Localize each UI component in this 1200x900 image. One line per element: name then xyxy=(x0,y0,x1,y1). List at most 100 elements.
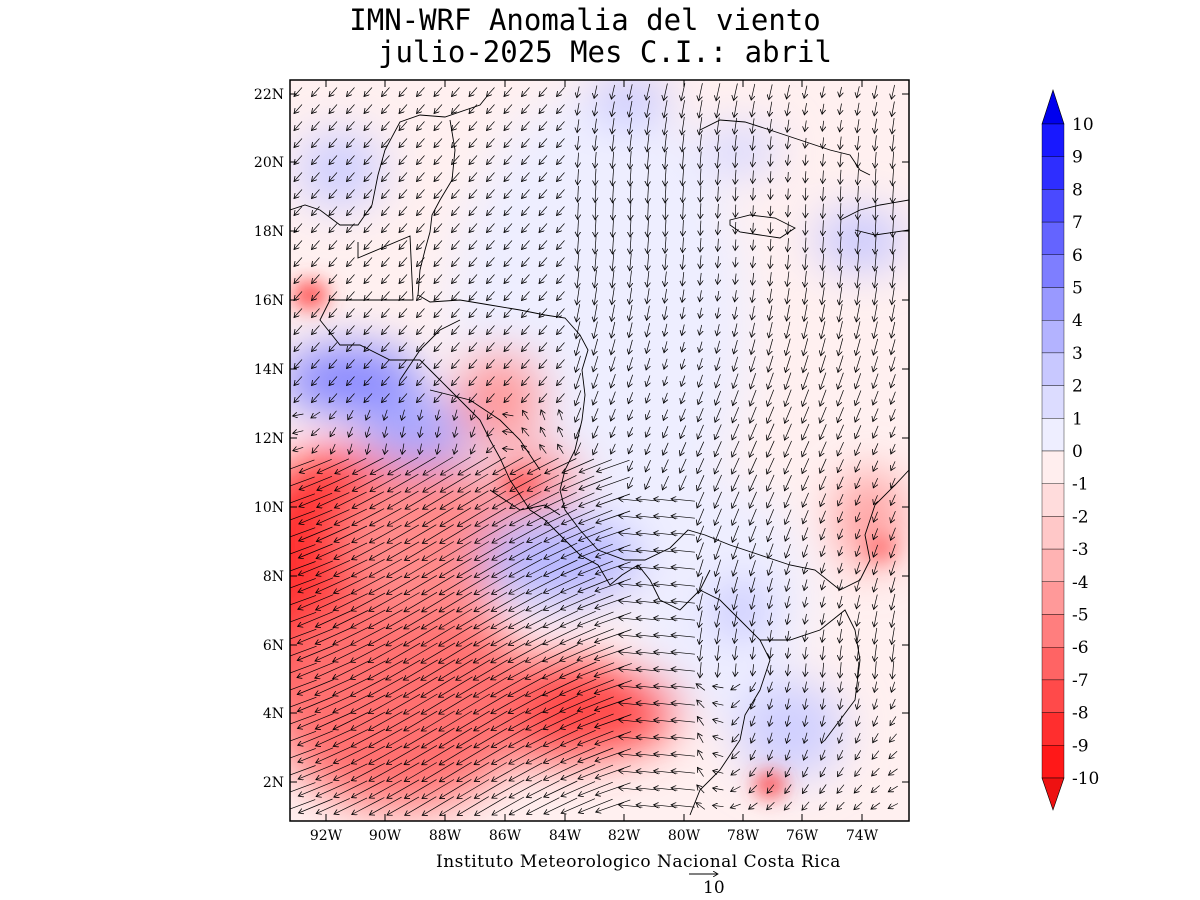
wind-vector xyxy=(452,121,460,131)
wind-vector xyxy=(630,270,632,288)
wind-vector xyxy=(539,104,548,114)
wind-vector xyxy=(504,308,513,318)
wind-vector xyxy=(294,359,303,369)
wind-vector xyxy=(312,444,320,453)
wind-vector xyxy=(873,443,879,454)
wind-vector xyxy=(875,235,876,254)
wind-vector xyxy=(892,270,894,288)
wind-vector xyxy=(577,287,580,305)
wind-vector xyxy=(382,359,390,369)
wind-vector xyxy=(454,443,457,455)
wind-vector xyxy=(434,155,443,165)
colorbar-label: 7 xyxy=(1072,213,1083,233)
colorbar-label: -9 xyxy=(1072,736,1089,756)
wind-vector xyxy=(417,138,425,148)
wind-vector xyxy=(874,304,877,321)
wind-vector xyxy=(646,410,650,419)
wind-vector xyxy=(329,240,338,250)
wind-vector xyxy=(347,104,355,114)
wind-vector xyxy=(504,223,513,233)
wind-vector xyxy=(402,426,404,438)
wind-vector xyxy=(364,291,373,301)
wind-vector xyxy=(452,172,460,182)
wind-vector xyxy=(787,102,789,115)
wind-vector xyxy=(487,410,495,420)
wind-vector xyxy=(647,134,649,152)
wind-vector xyxy=(838,493,844,506)
wind-vector xyxy=(487,291,495,301)
wind-vector xyxy=(647,100,650,118)
wind-vector xyxy=(681,100,684,118)
wind-vector xyxy=(522,291,530,301)
colorbar-segment xyxy=(1041,221,1065,256)
wind-vector xyxy=(299,509,333,524)
wind-vector xyxy=(682,272,684,286)
wind-vector xyxy=(767,406,775,424)
wind-vector xyxy=(405,456,436,475)
wind-vector xyxy=(458,473,489,492)
wind-vector xyxy=(613,185,614,203)
wind-vector xyxy=(388,473,419,492)
wind-vector xyxy=(874,102,877,116)
wind-vector xyxy=(469,172,478,182)
wind-vector xyxy=(699,341,702,353)
wind-vector xyxy=(539,342,548,352)
wind-vector xyxy=(347,325,355,335)
wind-vector xyxy=(558,444,564,454)
wind-vector xyxy=(562,492,595,507)
wind-vector xyxy=(753,222,754,233)
wind-vector xyxy=(805,137,806,148)
wind-vector xyxy=(714,474,722,491)
wind-vector xyxy=(557,240,565,250)
wind-vector xyxy=(858,202,859,220)
wind-vector xyxy=(312,291,320,301)
wind-vector xyxy=(734,340,738,354)
wind-vector xyxy=(347,121,355,131)
wind-vector xyxy=(312,155,320,165)
lon-tick-label: 90W xyxy=(369,828,402,844)
wind-vector xyxy=(820,355,827,372)
wind-vector xyxy=(700,168,701,186)
wind-vector xyxy=(753,205,754,216)
wind-vector xyxy=(645,459,651,472)
wind-vector xyxy=(385,443,387,455)
wind-vector xyxy=(402,443,404,455)
wind-vector xyxy=(312,376,320,386)
wind-vector xyxy=(504,359,513,369)
colorbar-label: -10 xyxy=(1072,769,1099,789)
wind-vector xyxy=(682,151,683,169)
wind-vector xyxy=(594,321,598,339)
wind-vector xyxy=(699,83,703,101)
wind-vector xyxy=(823,220,824,235)
wind-vector xyxy=(840,186,841,201)
wind-vector xyxy=(311,411,321,418)
wind-vector xyxy=(417,342,425,352)
wind-vector xyxy=(805,171,806,183)
wind-vector xyxy=(734,306,736,319)
wind-vector xyxy=(399,342,408,352)
wind-vector xyxy=(434,189,443,199)
colorbar-label: -4 xyxy=(1072,573,1089,593)
wind-vector xyxy=(594,85,597,99)
wind-vector xyxy=(294,342,303,352)
lat-tick-label: 6N xyxy=(263,638,284,654)
wind-vector xyxy=(434,223,443,233)
wind-vector xyxy=(487,172,495,182)
wind-vector xyxy=(788,238,789,252)
wind-vector xyxy=(434,240,443,250)
wind-vector xyxy=(647,167,648,186)
wind-vector xyxy=(681,375,685,387)
wind-vector xyxy=(293,447,304,450)
wind-vector xyxy=(873,425,879,438)
wind-vector xyxy=(578,185,579,202)
wind-vector xyxy=(611,304,614,322)
wind-vector xyxy=(856,321,861,338)
wind-vector xyxy=(682,254,683,270)
wind-vector xyxy=(715,407,722,423)
lon-tick-label: 80W xyxy=(668,828,701,844)
lat-tick-label: 14N xyxy=(254,362,284,378)
wind-vector xyxy=(576,355,581,372)
wind-vector xyxy=(576,321,581,338)
wind-vector xyxy=(370,491,402,508)
wind-vector xyxy=(629,305,632,321)
